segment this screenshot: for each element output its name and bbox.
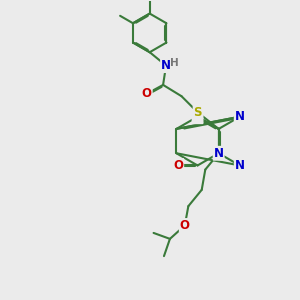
Text: N: N: [235, 110, 245, 123]
Text: N: N: [214, 147, 224, 160]
Text: O: O: [180, 219, 190, 232]
Text: S: S: [194, 106, 202, 119]
Text: N: N: [235, 159, 245, 172]
Text: H: H: [170, 58, 179, 68]
Text: O: O: [173, 159, 183, 172]
Text: N: N: [161, 59, 171, 72]
Text: N: N: [193, 110, 202, 123]
Text: O: O: [142, 87, 152, 100]
